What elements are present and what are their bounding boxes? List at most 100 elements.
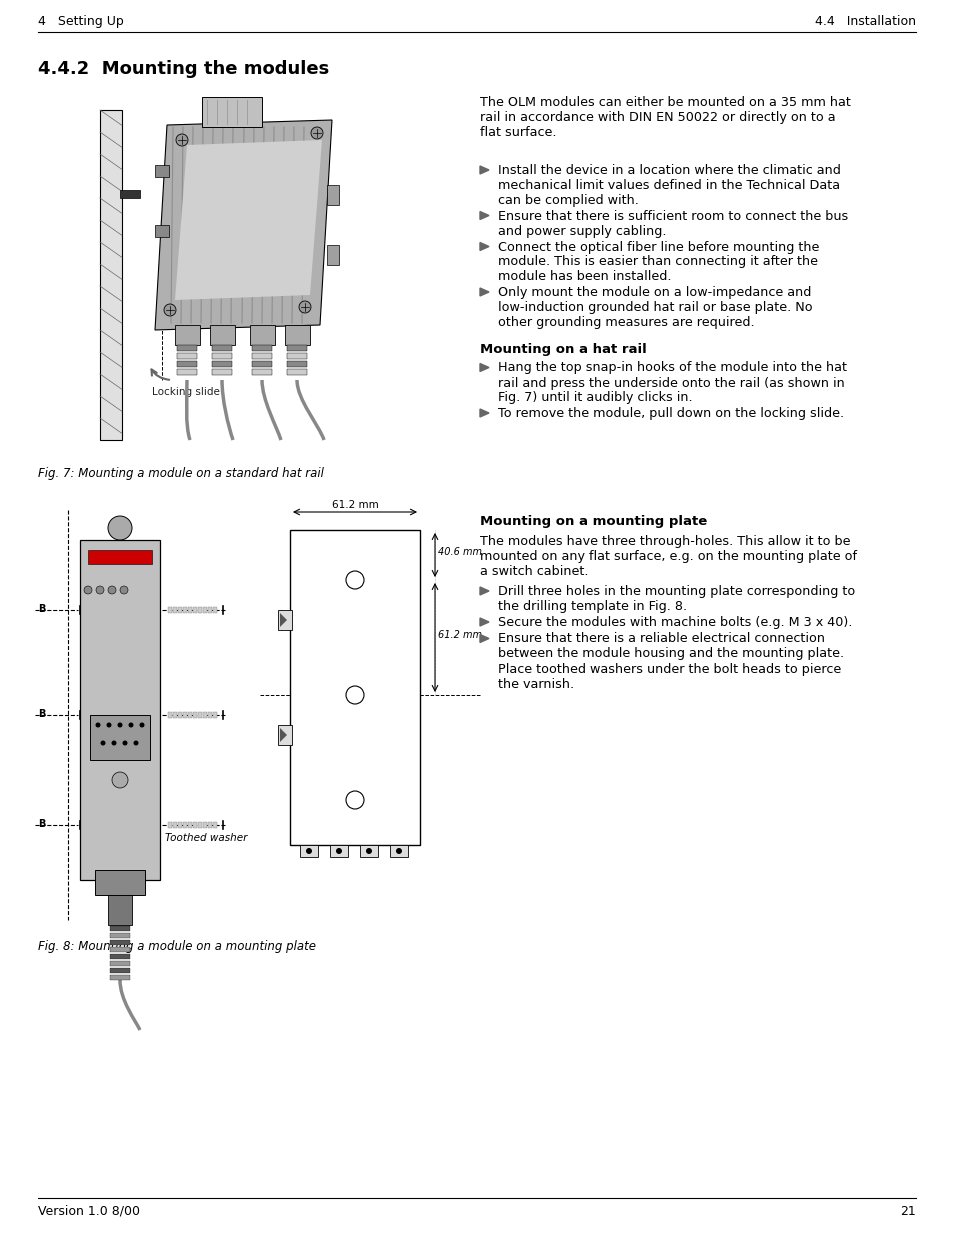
- Text: Drill three holes in the mounting plate corresponding to
the drilling template i: Drill three holes in the mounting plate …: [497, 585, 854, 613]
- Bar: [203, 713, 207, 718]
- Bar: [177, 369, 196, 375]
- Bar: [250, 325, 274, 345]
- Text: Only mount the module on a low-impedance and
low-induction grounded hat rail or : Only mount the module on a low-impedance…: [497, 287, 812, 329]
- Text: Receive
Signal
Activity: Receive Signal Activity: [88, 655, 107, 672]
- Bar: [290, 530, 419, 845]
- Bar: [208, 823, 212, 827]
- Bar: [287, 353, 307, 359]
- Bar: [165, 820, 220, 830]
- Bar: [188, 713, 192, 718]
- Circle shape: [133, 741, 138, 746]
- Circle shape: [120, 585, 128, 594]
- Text: Connect the optical fiber line before mounting the
module. This is easier than c: Connect the optical fiber line before mo…: [497, 241, 819, 284]
- Bar: [178, 823, 182, 827]
- Polygon shape: [479, 211, 489, 220]
- Bar: [110, 932, 130, 939]
- Bar: [110, 947, 130, 952]
- Bar: [108, 895, 132, 925]
- Text: 4   Setting Up: 4 Setting Up: [38, 15, 124, 28]
- Text: Hang the top snap-in hooks of the module into the hat
rail and press the undersi: Hang the top snap-in hooks of the module…: [497, 362, 846, 405]
- Text: 61.2 mm: 61.2 mm: [332, 500, 378, 510]
- Polygon shape: [280, 727, 287, 742]
- Text: 21: 21: [900, 1205, 915, 1218]
- Text: Secure the modules with machine bolts (e.g. M 3 x 40).: Secure the modules with machine bolts (e…: [497, 616, 851, 629]
- Bar: [390, 845, 408, 857]
- Bar: [165, 605, 220, 615]
- Circle shape: [346, 571, 364, 589]
- Bar: [203, 606, 207, 613]
- Bar: [110, 961, 130, 966]
- Text: Fig. 7: Mounting a module on a standard hat rail: Fig. 7: Mounting a module on a standard …: [38, 467, 323, 480]
- Text: B: B: [38, 709, 46, 719]
- Circle shape: [122, 741, 128, 746]
- Bar: [208, 606, 212, 613]
- Bar: [188, 823, 192, 827]
- Bar: [212, 353, 232, 359]
- Text: 4.4   Installation: 4.4 Installation: [814, 15, 915, 28]
- Circle shape: [107, 722, 112, 727]
- Text: Toothed washer: Toothed washer: [165, 832, 247, 844]
- Text: Ensure that there is a reliable electrical connection
between the module housing: Ensure that there is a reliable electric…: [497, 632, 843, 690]
- Bar: [110, 974, 130, 981]
- Text: Sub 1: Sub 1: [108, 764, 122, 769]
- Text: 4.4.2  Mounting the modules: 4.4.2 Mounting the modules: [38, 61, 329, 78]
- Bar: [177, 361, 196, 367]
- Circle shape: [112, 741, 116, 746]
- Text: PROFIBUS OLM: PROFIBUS OLM: [86, 567, 127, 572]
- Bar: [327, 185, 338, 205]
- Bar: [183, 713, 187, 718]
- Polygon shape: [479, 288, 489, 296]
- Bar: [178, 713, 182, 718]
- Bar: [193, 823, 196, 827]
- Bar: [174, 325, 200, 345]
- Polygon shape: [479, 242, 489, 251]
- Bar: [80, 540, 160, 881]
- Circle shape: [108, 516, 132, 540]
- Circle shape: [335, 848, 341, 853]
- Bar: [210, 325, 234, 345]
- Circle shape: [346, 685, 364, 704]
- Circle shape: [346, 790, 364, 809]
- Bar: [277, 725, 292, 745]
- Bar: [198, 606, 202, 613]
- Bar: [177, 345, 196, 351]
- Bar: [193, 606, 196, 613]
- Bar: [202, 98, 262, 127]
- Bar: [183, 606, 187, 613]
- Bar: [178, 606, 182, 613]
- Bar: [213, 823, 216, 827]
- Circle shape: [95, 722, 100, 727]
- Text: 40.6 mm: 40.6 mm: [437, 547, 481, 557]
- Bar: [252, 361, 272, 367]
- Text: B: B: [38, 604, 46, 614]
- Polygon shape: [479, 618, 489, 626]
- Circle shape: [129, 722, 133, 727]
- Bar: [277, 610, 292, 630]
- Text: Locking slide: Locking slide: [152, 387, 219, 396]
- Circle shape: [298, 301, 311, 312]
- Circle shape: [366, 848, 372, 853]
- Circle shape: [175, 135, 188, 146]
- Bar: [287, 369, 307, 375]
- Text: Fig. 8: Mounting a module on a mounting plate: Fig. 8: Mounting a module on a mounting …: [38, 940, 315, 953]
- Bar: [172, 823, 177, 827]
- Text: OLM 1 ●: OLM 1 ●: [88, 615, 109, 620]
- Bar: [359, 845, 377, 857]
- Bar: [252, 369, 272, 375]
- Polygon shape: [479, 165, 489, 174]
- Bar: [110, 968, 130, 973]
- Bar: [198, 713, 202, 718]
- Text: The modules have three through-holes. This allow it to be
mounted on any flat su: The modules have three through-holes. Th…: [479, 535, 856, 578]
- Circle shape: [395, 848, 401, 853]
- Bar: [165, 710, 220, 720]
- Text: Version 1.0 8/00: Version 1.0 8/00: [38, 1205, 140, 1218]
- Bar: [198, 823, 202, 827]
- Bar: [287, 345, 307, 351]
- Text: System: System: [86, 600, 104, 605]
- Text: B: B: [38, 819, 46, 829]
- Text: OLM 2 ●: OLM 2 ●: [88, 635, 109, 640]
- Bar: [177, 353, 196, 359]
- Circle shape: [84, 585, 91, 594]
- Bar: [168, 713, 172, 718]
- Bar: [193, 713, 196, 718]
